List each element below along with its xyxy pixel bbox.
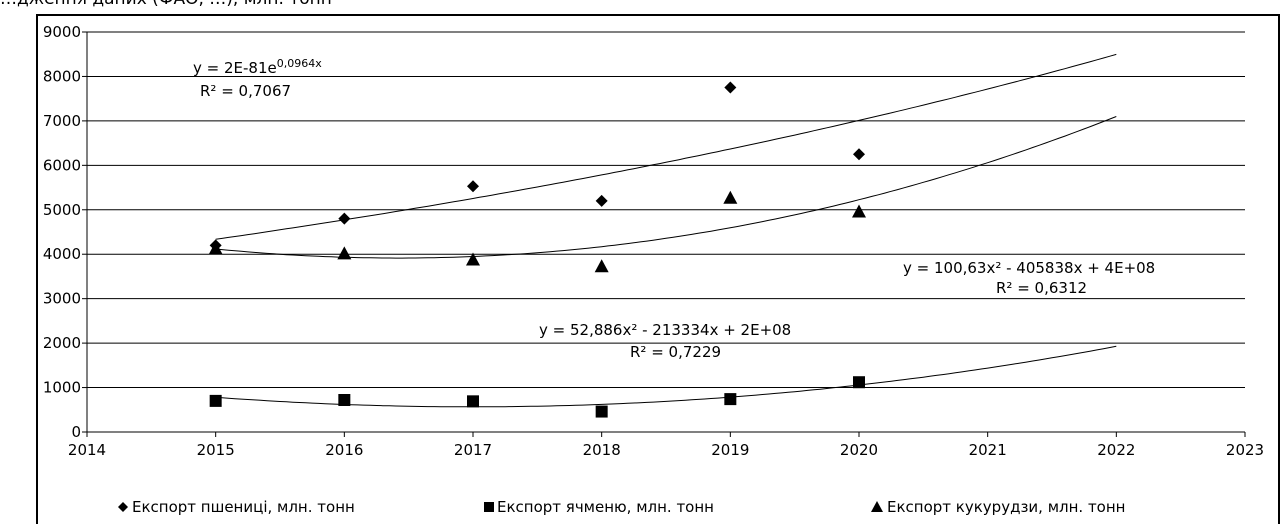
corn-point	[594, 259, 609, 273]
legend-corn: Експорт кукурудзи, млн. тонн	[887, 498, 1125, 516]
tick-labels: 0 1000 2000 3000 4000 5000 6000 7000 8000 9000 201…	[43, 23, 1264, 459]
barley-point	[467, 395, 479, 408]
x-tick-label: 2017	[454, 441, 492, 459]
barley-trend-equation: y = 52,886x² - 213334x + 2E+08	[539, 321, 791, 339]
axes	[82, 31, 1246, 437]
trendlines	[215, 53, 1117, 408]
legend-triangle-marker	[871, 501, 883, 512]
barley-trend-r2: R² = 0,7229	[630, 343, 721, 361]
x-tick-label: 2016	[325, 441, 363, 459]
y-tick-label: 6000	[43, 156, 81, 174]
legend-barley: Експорт ячменю, млн. тонн	[497, 498, 714, 516]
wheat-point	[724, 81, 737, 94]
wheat-trend-r2: R² = 0,7067	[200, 82, 291, 100]
corn-trend-equation: y = 100,63x² - 405838x + 4E+08	[903, 259, 1155, 277]
corn-point	[723, 190, 738, 204]
y-tick-label: 7000	[43, 112, 81, 130]
x-tick-label: 2020	[840, 441, 878, 459]
barley-point	[853, 376, 865, 389]
x-tick-label: 2015	[197, 441, 235, 459]
legend-square-marker	[484, 502, 494, 512]
barley-point	[595, 405, 608, 418]
corn-point	[466, 252, 480, 266]
x-tick-label: 2014	[68, 441, 106, 459]
barley-point	[724, 393, 737, 406]
corn-point	[208, 241, 223, 255]
cut-off-caption: …дження даних (ФАО, …), млн. тонн	[0, 0, 332, 9]
y-tick-label: 4000	[43, 245, 81, 263]
x-tick-label: 2018	[583, 441, 621, 459]
y-tick-label: 2000	[43, 334, 81, 352]
wheat-point	[853, 148, 865, 161]
trendline-series-0	[215, 53, 1117, 240]
wheat-point	[338, 212, 351, 225]
chart-frame	[36, 14, 1280, 524]
wheat-point	[467, 180, 479, 193]
x-tick-label: 2022	[1097, 441, 1135, 459]
x-tick-label: 2019	[711, 441, 749, 459]
legend-diamond-marker	[118, 502, 128, 512]
y-tick-label: 8000	[43, 67, 81, 85]
corn-trend-r2: R² = 0,6312	[996, 279, 1087, 297]
y-tick-label: 3000	[43, 290, 81, 308]
data-points	[208, 81, 866, 418]
y-tick-label: 1000	[43, 379, 81, 397]
wheat-point	[595, 194, 608, 207]
corn-point	[852, 204, 866, 218]
legend: Експорт пшениці, млн. тонн Експорт ячмен…	[118, 498, 1125, 516]
wheat-trend-equation: y = 2E-81e0,0964x	[193, 57, 322, 77]
y-tick-label: 9000	[43, 23, 81, 41]
legend-wheat: Експорт пшениці, млн. тонн	[132, 498, 355, 516]
x-tick-label: 2023	[1226, 441, 1264, 459]
barley-point	[338, 394, 351, 406]
x-tick-label: 2021	[969, 441, 1007, 459]
trendline-series-2	[215, 116, 1117, 259]
y-tick-label: 0	[71, 423, 81, 441]
barley-point	[209, 394, 222, 407]
y-tick-label: 5000	[43, 201, 81, 219]
trendline-series-1	[215, 345, 1117, 408]
corn-point	[337, 246, 352, 260]
